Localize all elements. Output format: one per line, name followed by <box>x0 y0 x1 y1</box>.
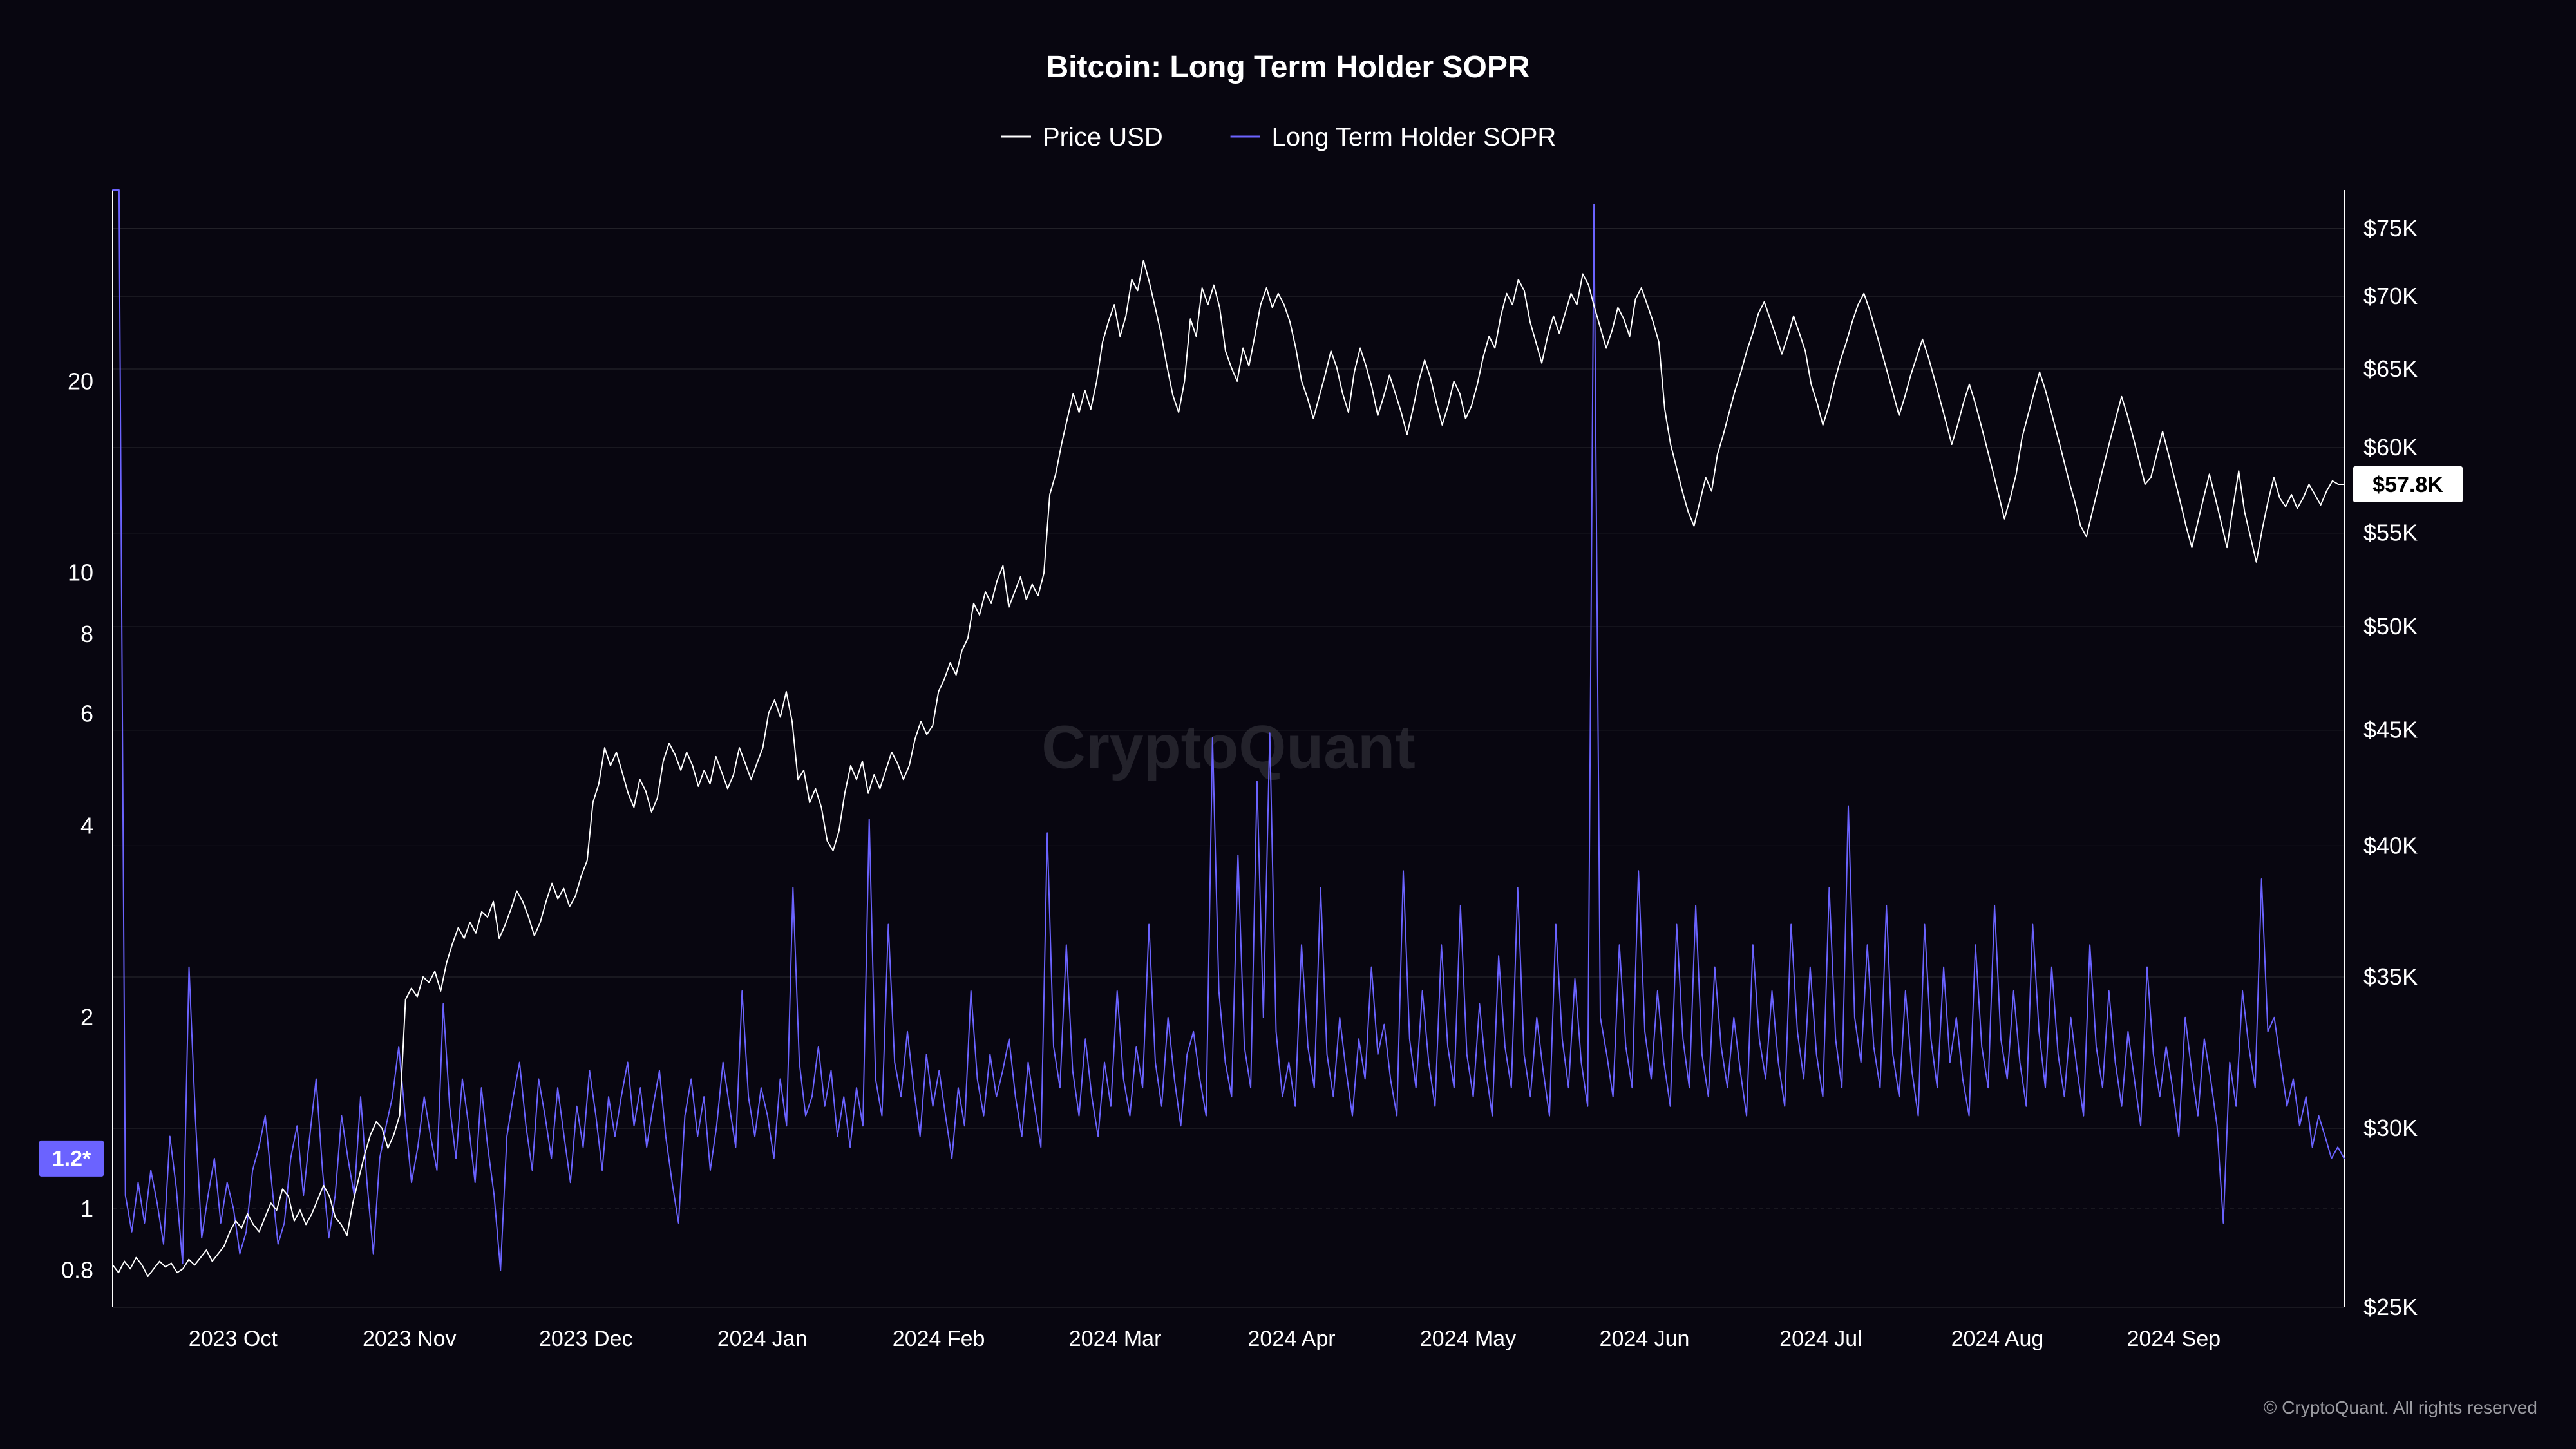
sopr-current-badge-text: 1.2* <box>52 1147 91 1171</box>
y-left-tick-label: 1 <box>80 1195 93 1222</box>
x-tick-label: 2024 Apr <box>1248 1327 1336 1351</box>
y-right-tick-label: $40K <box>2363 832 2418 858</box>
y-right-tick-label: $25K <box>2363 1294 2418 1320</box>
x-tick-label: 2024 Sep <box>2127 1327 2221 1351</box>
x-tick-label: 2024 Jul <box>1779 1327 1862 1351</box>
y-right-tick-label: $50K <box>2363 613 2418 639</box>
x-tick-label: 2024 Mar <box>1069 1327 1162 1351</box>
y-right-tick-label: $35K <box>2363 963 2418 990</box>
y-right-tick-label: $60K <box>2363 434 2418 460</box>
chart-svg: 0.8 1 2 4 6 8 10 20 $25K $30K $35K $40K $45K $50K $55K… <box>0 0 2576 1449</box>
y-left-tick-label: 20 <box>68 368 93 394</box>
price-current-badge-text: $57.8K <box>2372 473 2443 497</box>
x-tick-label: 2024 Aug <box>1951 1327 2044 1351</box>
x-tick-label: 2023 Nov <box>363 1327 457 1351</box>
y-left-tick-label: 2 <box>80 1004 93 1030</box>
y-left-tick-label: 10 <box>68 560 93 586</box>
watermark-text: CryptoQuant <box>1041 714 1416 782</box>
y-right-tick-label: $45K <box>2363 717 2418 743</box>
legend-label: Long Term Holder SOPR <box>1272 123 1557 151</box>
x-tick-label: 2024 Jun <box>1600 1327 1690 1351</box>
chart-container: 0.8 1 2 4 6 8 10 20 $25K $30K $35K $40K $45K $50K $55K… <box>0 0 2576 1449</box>
y-right-tick-label: $65K <box>2363 355 2418 382</box>
y-left-tick-label: 8 <box>80 621 93 647</box>
x-tick-label: 2023 Oct <box>189 1327 278 1351</box>
x-tick-label: 2024 May <box>1420 1327 1516 1351</box>
y-right-tick-label: $30K <box>2363 1115 2418 1141</box>
y-right-tick-label: $55K <box>2363 520 2418 546</box>
y-right-tick-label: $75K <box>2363 215 2418 242</box>
y-left-tick-label: 0.8 <box>61 1257 93 1283</box>
x-tick-label: 2024 Feb <box>893 1327 985 1351</box>
y-right-tick-label: $70K <box>2363 283 2418 309</box>
x-tick-label: 2024 Jan <box>717 1327 808 1351</box>
y-left-tick-label: 6 <box>80 701 93 727</box>
copyright-text: © CryptoQuant. All rights reserved <box>2264 1397 2537 1417</box>
y-left-tick-label: 4 <box>80 813 93 839</box>
chart-title: Bitcoin: Long Term Holder SOPR <box>1046 50 1530 84</box>
x-tick-label: 2023 Dec <box>539 1327 633 1351</box>
legend-label: Price USD <box>1043 123 1163 151</box>
